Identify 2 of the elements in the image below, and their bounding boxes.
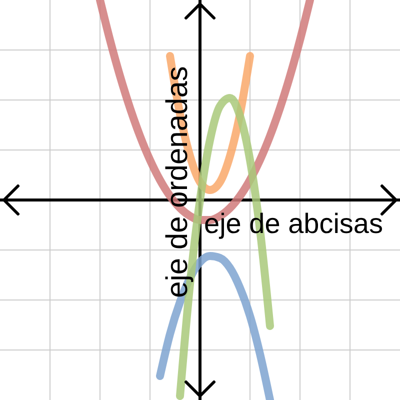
- x-axis-title: eje de abcisas: [204, 208, 384, 240]
- y-axis-title: eje de ordenadas: [161, 66, 195, 298]
